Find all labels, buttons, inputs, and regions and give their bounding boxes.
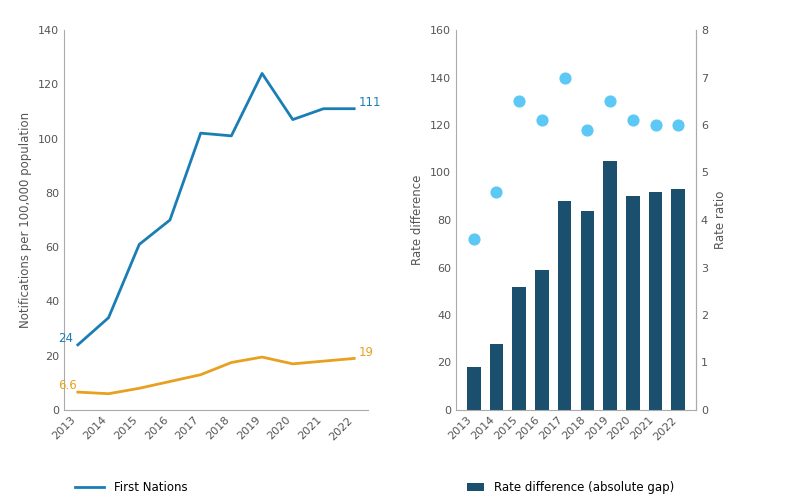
Text: 111: 111 <box>358 96 381 109</box>
Bar <box>581 210 594 410</box>
Point <box>649 121 662 129</box>
Bar <box>671 189 685 410</box>
Point <box>626 116 639 124</box>
Text: 6.6: 6.6 <box>58 380 77 392</box>
Point <box>672 121 685 129</box>
Y-axis label: Rate difference: Rate difference <box>411 175 425 265</box>
Point <box>581 126 594 134</box>
Point <box>604 97 617 106</box>
Text: 24: 24 <box>58 332 74 345</box>
Bar <box>535 270 549 410</box>
Point <box>513 97 526 106</box>
Text: 19: 19 <box>358 346 374 358</box>
Legend: Rate difference (absolute gap), Rate ratio: Rate difference (absolute gap), Rate rat… <box>462 476 678 500</box>
Bar <box>490 344 503 410</box>
Bar <box>649 192 662 410</box>
Point <box>558 74 571 82</box>
Bar <box>467 367 481 410</box>
Bar <box>626 196 640 410</box>
Y-axis label: Notifications per 100,000 population: Notifications per 100,000 population <box>19 112 33 328</box>
Point <box>535 116 548 124</box>
Y-axis label: Rate ratio: Rate ratio <box>714 191 726 249</box>
Bar <box>558 201 571 410</box>
Point <box>490 188 503 196</box>
Legend: First Nations, Non-Indigenous: First Nations, Non-Indigenous <box>70 476 211 500</box>
Bar <box>603 160 617 410</box>
Point <box>467 235 480 243</box>
Bar <box>512 286 526 410</box>
